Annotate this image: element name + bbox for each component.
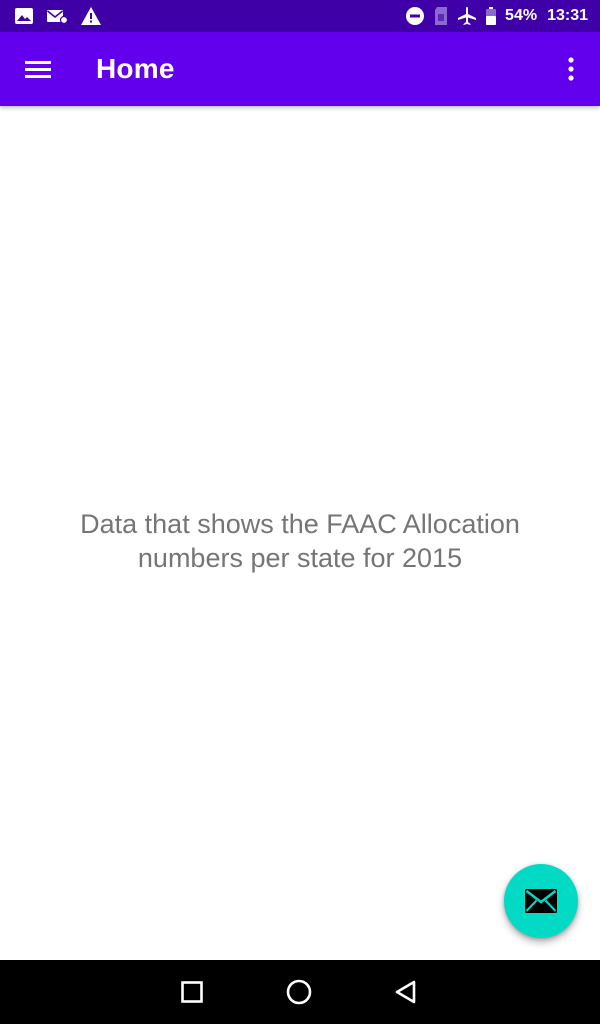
battery-icon [486,7,497,25]
app-bar: Home [0,32,600,106]
recents-icon [181,981,203,1003]
do-not-disturb-icon [406,7,425,25]
sim-card-icon [435,7,448,25]
recents-button[interactable] [176,976,208,1008]
more-vert-icon [568,57,574,81]
status-right-icons: 54% 13:31 [405,5,588,27]
home-message: Data that shows the FAAC Allocation numb… [80,509,520,573]
airplane-icon [458,7,477,25]
status-time: 13:31 [547,7,588,24]
image-icon [15,8,33,24]
back-button[interactable] [390,976,422,1008]
warning-icon [81,7,101,25]
mail-icon [47,10,68,24]
home-button[interactable] [283,976,315,1008]
email-fab-button[interactable] [504,864,578,938]
home-icon [286,979,312,1005]
system-navigation-bar [0,960,600,1024]
overflow-menu-button[interactable] [556,51,586,87]
main-content: Data that shows the FAAC Allocation numb… [0,106,600,960]
battery-percentage: 54% [505,7,538,24]
page-title: Home [96,53,175,84]
back-icon [395,980,416,1004]
hamburger-menu-icon [25,61,51,78]
status-bar: 54% 13:31 [0,0,600,32]
status-left-icons [14,6,102,26]
navigation-menu-button[interactable] [18,51,58,87]
mail-icon [525,889,557,913]
